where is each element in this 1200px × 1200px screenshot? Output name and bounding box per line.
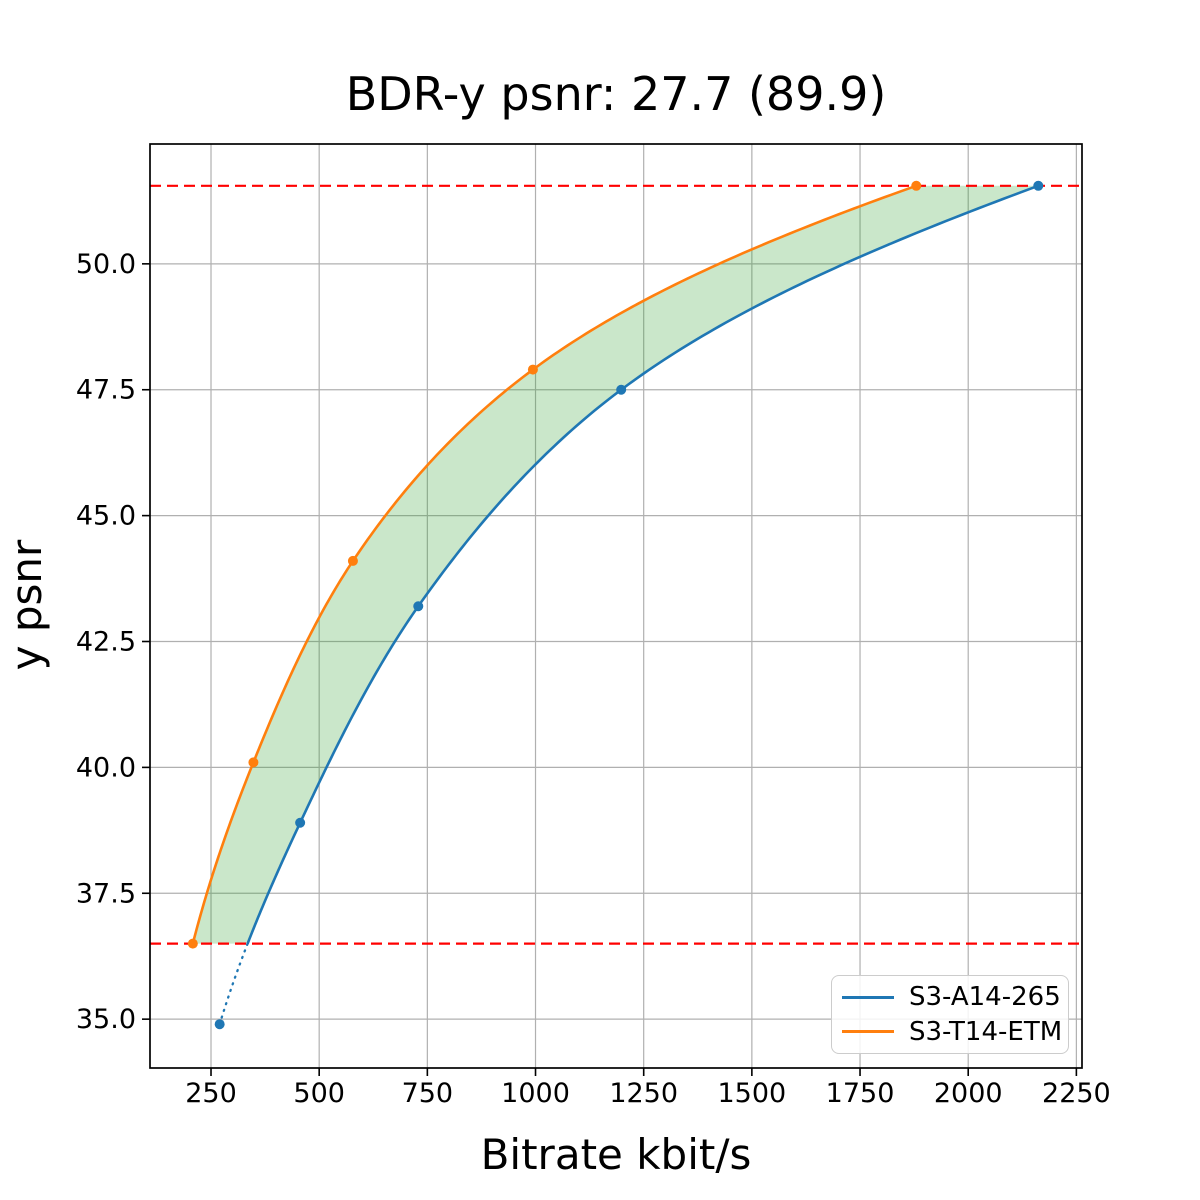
data-point-S3-A14-265 <box>214 1019 225 1030</box>
gridlines <box>150 144 1082 1068</box>
series-line-S3-T14-ETM <box>191 184 917 944</box>
x-tick-label: 1500 <box>718 1078 787 1109</box>
data-point-S3-A14-265 <box>616 384 627 395</box>
y-axis-label: y psnr <box>2 539 51 671</box>
legend-item: S3-A14-265 <box>832 984 1068 1010</box>
x-tick-label: 1250 <box>609 1078 678 1109</box>
legend-label: S3-T14-ETM <box>909 1016 1063 1047</box>
legend-line-sample-blue <box>842 995 894 999</box>
legend-item: S3-T14-ETM <box>832 1019 1068 1045</box>
x-tick-label: 750 <box>402 1078 454 1109</box>
legend-label: S3-A14-265 <box>909 982 1061 1013</box>
x-axis-label: Bitrate kbit/s <box>480 1130 752 1179</box>
y-tick-label: 35.0 <box>76 1004 136 1035</box>
series-dotted-S3-A14-265 <box>218 942 249 1026</box>
data-point-S3-A14-265 <box>295 817 306 828</box>
series-markers <box>187 180 1044 1030</box>
legend-line-sample-orange <box>842 1030 894 1034</box>
axes-frame <box>149 143 1083 1069</box>
x-tick-label: 250 <box>185 1078 237 1109</box>
psnr-overlap-hlines <box>150 184 1082 945</box>
x-tick-label: 1000 <box>501 1078 570 1109</box>
tick-labels: 250 500 750 1000 1250 1500 1750 2000 2250 35.0 37.… <box>76 249 1111 1109</box>
y-tick-label: 50.0 <box>76 249 136 280</box>
axis-ticks <box>142 263 1078 1076</box>
bd-shade-region <box>192 185 1039 944</box>
x-tick-label: 1750 <box>826 1078 895 1109</box>
data-point-S3-A14-265 <box>413 601 424 612</box>
y-tick-label: 42.5 <box>76 626 136 657</box>
legend: S3-A14-265 S3-T14-ETM <box>831 975 1069 1054</box>
y-tick-label: 37.5 <box>76 878 136 909</box>
data-point-S3-T14-ETM <box>187 938 198 949</box>
x-tick-label: 2000 <box>934 1078 1003 1109</box>
y-tick-label: 40.0 <box>76 752 136 783</box>
y-tick-label: 45.0 <box>76 501 136 532</box>
data-point-S3-T14-ETM <box>347 555 358 566</box>
data-point-S3-T14-ETM <box>248 757 259 768</box>
y-tick-label: 47.5 <box>76 375 136 406</box>
chart-title: BDR-y psnr: 27.7 (89.9) <box>345 67 887 121</box>
data-point-S3-A14-265 <box>1033 180 1044 191</box>
x-tick-label: 500 <box>293 1078 345 1109</box>
data-point-S3-T14-ETM <box>527 364 538 375</box>
data-point-S3-T14-ETM <box>911 180 922 191</box>
x-tick-label: 2250 <box>1042 1078 1111 1109</box>
